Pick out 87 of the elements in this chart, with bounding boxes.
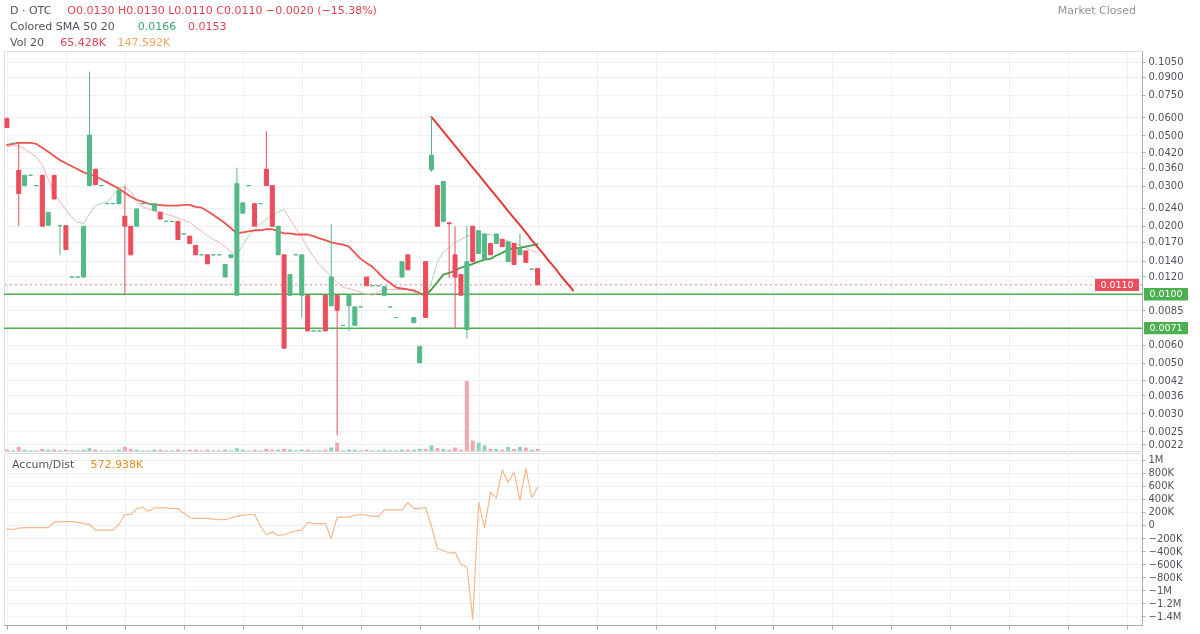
y-tick-label: 0.0042 (1148, 374, 1184, 386)
bar (441, 448, 446, 451)
y-tick-label: 0.0900 (1148, 71, 1184, 83)
bar (417, 448, 422, 451)
y-tick-label: 400K (1148, 493, 1175, 505)
bar (464, 381, 469, 451)
annotation: 572.938K (90, 458, 144, 471)
bar (482, 445, 487, 451)
y-tick-label: 0.1050 (1148, 56, 1184, 68)
y-tick-label: 200K (1148, 506, 1175, 518)
y-tick-label: 0.0120 (1148, 270, 1184, 282)
candlestick (334, 294, 340, 436)
bar (282, 448, 287, 451)
candlestick (252, 203, 258, 227)
y-tick-label: 0.0140 (1148, 255, 1184, 267)
bar (264, 448, 269, 451)
y-tick-label: 600K (1148, 480, 1175, 492)
bar (470, 440, 475, 451)
text: 0.0153 (187, 20, 227, 33)
bar (122, 446, 127, 451)
y-tick-label: 0.0200 (1148, 220, 1184, 232)
bar (512, 448, 517, 451)
y-tick-label: 0.0050 (1148, 357, 1184, 369)
bar (494, 448, 499, 451)
candlestick (175, 220, 181, 240)
bar (476, 442, 481, 451)
bar (16, 446, 21, 451)
y-tick-label: 0.0022 (1148, 438, 1184, 450)
candlestick (352, 306, 358, 326)
y-tick-label: −600K (1148, 558, 1183, 570)
y-tick-label: 0.0170 (1148, 236, 1184, 248)
y-tick-label: 0.0240 (1148, 202, 1184, 214)
candlestick (505, 241, 511, 263)
y-tick-label: 0 (1148, 519, 1155, 531)
bar (423, 448, 428, 451)
bar (128, 448, 133, 451)
candlestick (511, 243, 517, 266)
candlestick (51, 174, 57, 200)
bar (335, 442, 340, 451)
y-tick-label: −400K (1148, 545, 1183, 557)
y-tick-label: 0.0060 (1148, 339, 1184, 351)
candlestick (517, 232, 523, 256)
text: 65.428K (60, 36, 107, 49)
bar (535, 448, 540, 451)
y-tick-label: 0.0750 (1148, 89, 1184, 101)
line-series (6, 467, 539, 620)
y-tick-label: 0.0030 (1148, 407, 1184, 419)
y-tick-label: 0.0360 (1148, 162, 1184, 174)
bar (506, 446, 511, 451)
bar (435, 448, 440, 451)
candlestick (63, 225, 69, 251)
ref-line-label: 0.0071 (1149, 322, 1183, 334)
chart-title: D · OTC (10, 4, 52, 17)
y-tick-label: 800K (1148, 467, 1175, 479)
candlestick (287, 274, 293, 296)
text: Colored SMA 50 20 (10, 20, 115, 33)
y-tick-label: −1.4M (1148, 611, 1182, 622)
y-tick-label: −1.2M (1148, 597, 1182, 609)
candlestick (446, 222, 452, 279)
y-tick-label: −200K (1148, 532, 1183, 544)
line-series (430, 116, 574, 292)
y-tick-label: −1M (1148, 584, 1172, 596)
y-tick-label: −800K (1148, 571, 1183, 583)
candlestick (346, 294, 352, 332)
text: 147.592K (117, 36, 172, 49)
y-tick-label: 0.0085 (1148, 304, 1184, 316)
y-tick-label: 1M (1148, 454, 1164, 466)
text: Vol 20 (10, 36, 44, 49)
y-tick-label: 0.0300 (1148, 180, 1184, 192)
bar (429, 445, 434, 451)
y-tick-label: 0.0025 (1148, 425, 1184, 437)
text: O0.0130 H0.0130 L0.0110 C0.0110 −0.0020 (−15.38%) (67, 4, 377, 17)
line-series (418, 243, 539, 297)
text: Market Closed (1057, 4, 1136, 17)
candlestick (428, 116, 434, 173)
y-tick-label: 0.0600 (1148, 111, 1184, 123)
text: 0.0166 (137, 20, 177, 33)
bar (517, 446, 522, 451)
y-tick-label: 0.0500 (1148, 129, 1184, 141)
y-tick-label: 0.0036 (1148, 389, 1184, 401)
bar (488, 448, 493, 451)
bar (40, 448, 45, 451)
ref-line-label: 0.0110 (1100, 278, 1134, 290)
y-tick-label: 0.0420 (1148, 146, 1184, 158)
bar (234, 448, 239, 451)
chart-title: Accum/Dist (12, 458, 76, 471)
ref-line-label: 0.0100 (1149, 288, 1183, 300)
